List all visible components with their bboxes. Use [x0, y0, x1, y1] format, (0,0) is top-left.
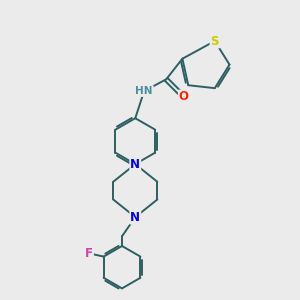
Text: O: O	[179, 91, 189, 103]
Text: N: N	[130, 158, 140, 171]
Text: N: N	[130, 211, 140, 224]
Text: S: S	[211, 34, 219, 48]
Text: F: F	[85, 247, 93, 260]
Text: HN: HN	[135, 86, 153, 96]
